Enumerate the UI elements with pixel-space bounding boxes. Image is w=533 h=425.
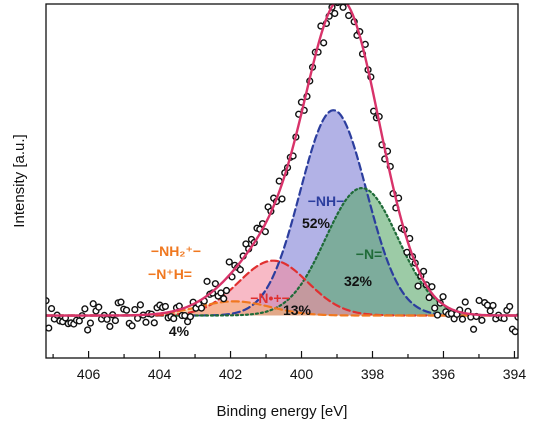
plot-frame <box>45 3 519 359</box>
data-point <box>420 267 428 275</box>
data-point <box>486 307 494 315</box>
data-point <box>47 304 56 313</box>
data-point <box>469 325 478 333</box>
envelope-fit <box>46 4 518 317</box>
y-axis-title: Intensity [a.u.] <box>11 134 28 227</box>
x-tick-label: 402 <box>219 366 243 382</box>
data-point <box>278 195 286 203</box>
data-point <box>428 283 436 291</box>
data-point <box>81 305 89 313</box>
data-point <box>439 293 447 301</box>
data-point <box>461 298 469 306</box>
annotation-nh-plus: −N⁺H= <box>148 266 192 282</box>
data-point <box>425 293 433 302</box>
data-point <box>103 315 111 323</box>
x-tick-label: 398 <box>361 366 385 382</box>
component-fill-3 <box>46 301 518 316</box>
data-point <box>89 300 97 308</box>
data-point <box>431 304 439 312</box>
data-point <box>349 0 355 1</box>
data-point <box>489 301 497 310</box>
x-axis-ticks: 406 404 402 400 398 396 394 <box>52 351 527 382</box>
data-point <box>220 295 228 303</box>
annotation-n-eq-percent: 32% <box>344 273 373 289</box>
data-point <box>197 304 206 312</box>
data-point <box>106 322 114 331</box>
data-point <box>142 318 150 326</box>
component-fill-2 <box>46 260 518 316</box>
annotation-nh2: −NH₂⁺− <box>151 243 201 259</box>
envelope-line <box>46 4 518 317</box>
data-point <box>111 316 120 325</box>
component-fill-1 <box>46 188 518 316</box>
data-point <box>511 328 518 336</box>
data-point <box>136 301 145 309</box>
data-point <box>331 9 339 18</box>
x-tick-label: 404 <box>148 366 172 382</box>
data-point <box>46 297 50 305</box>
data-point <box>46 324 53 332</box>
data-point <box>122 306 131 314</box>
data-point <box>84 326 92 334</box>
data-point <box>345 11 353 20</box>
data-point <box>458 315 467 323</box>
annotation-n-radical: −N•+− <box>250 290 290 306</box>
annotation-nh-percent: 52% <box>302 215 331 231</box>
data-point <box>414 282 422 290</box>
data-point <box>506 302 514 311</box>
x-tick-label: 400 <box>290 366 314 382</box>
data-point <box>211 280 219 288</box>
component-line-1 <box>46 187 518 317</box>
x-axis-title: Binding energy [eV] <box>217 403 348 420</box>
data-point <box>320 39 328 47</box>
data-point <box>222 286 231 295</box>
data-point <box>403 248 411 256</box>
data-point <box>131 305 139 314</box>
data-point <box>170 314 178 323</box>
x-tick-label: 394 <box>503 366 527 382</box>
data-point <box>478 316 486 324</box>
data-point <box>75 317 83 325</box>
data-point <box>181 312 189 320</box>
annotation-n-eq: −N= <box>356 246 382 262</box>
data-point <box>225 258 233 266</box>
x-tick-label: 406 <box>77 366 101 382</box>
data-point <box>203 277 211 285</box>
data-point <box>117 298 125 306</box>
data-point <box>95 303 103 311</box>
x-tick-label: 396 <box>432 366 456 382</box>
component-fills <box>46 110 518 316</box>
data-point <box>186 313 194 321</box>
data-point <box>261 228 269 236</box>
data-point <box>150 319 158 327</box>
data-point <box>433 311 442 319</box>
data-point <box>161 302 169 311</box>
annotation-nh: −NH− <box>308 193 345 209</box>
data-point <box>236 266 244 274</box>
data-point <box>86 319 95 327</box>
data-point <box>339 4 347 11</box>
annotation-nh2-percent: 4% <box>169 323 190 339</box>
annotation-n-radical-percent: 13% <box>283 302 312 318</box>
data-point <box>128 322 136 330</box>
